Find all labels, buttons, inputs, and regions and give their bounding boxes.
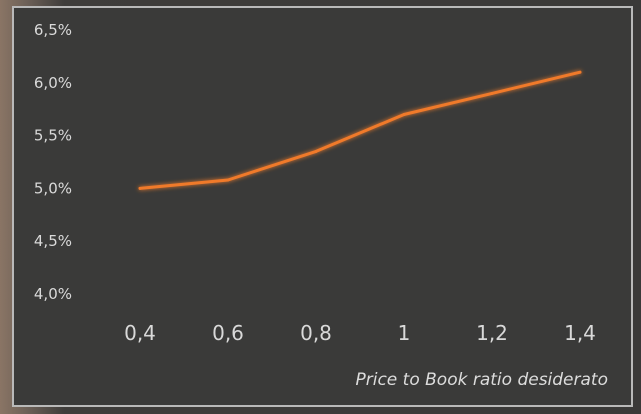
x-tick-label: 0,4 (124, 321, 156, 345)
data-point (226, 178, 230, 182)
y-tick-label: 5,0% (34, 179, 72, 197)
y-axis-tick-labels: 4,0% 4,5% 5,0% 5,5% 6,0% 6,5% (34, 21, 72, 303)
series-layer (138, 70, 582, 190)
chart-panel (12, 6, 633, 407)
data-point (578, 70, 582, 74)
y-tick-label: 6,5% (34, 21, 72, 39)
data-point (138, 187, 142, 190)
y-tick-label: 5,5% (34, 127, 72, 145)
y-tick-label: 4,5% (34, 232, 72, 250)
data-point (314, 150, 318, 153)
y-tick-label: 6,0% (34, 74, 72, 92)
data-point (402, 113, 406, 116)
x-tick-label: 0,8 (300, 321, 332, 345)
data-point (490, 91, 494, 95)
x-tick-label: 1,2 (476, 321, 508, 345)
x-axis-tick-labels: 0,4 0,6 0,8 1 1,2 1,4 (124, 321, 596, 345)
series-line (138, 70, 582, 190)
x-axis-label: Price to Book ratio desiderato (355, 370, 608, 390)
y-tick-label: 4,0% (34, 285, 72, 303)
x-tick-label: 1,4 (564, 321, 596, 345)
x-tick-label: 0,6 (212, 321, 244, 345)
x-tick-label: 1 (398, 321, 411, 345)
